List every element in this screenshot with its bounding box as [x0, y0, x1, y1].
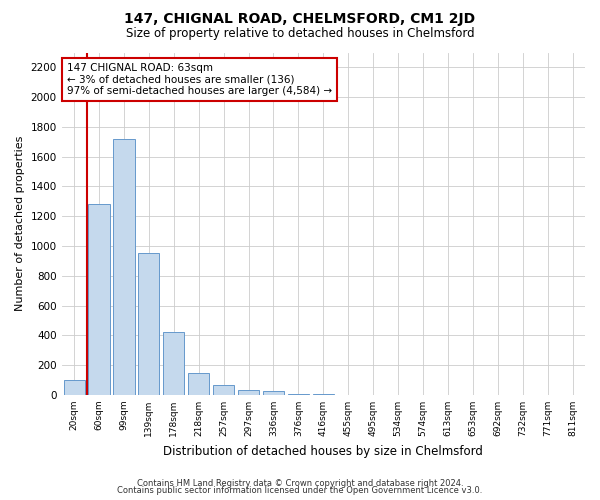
- Bar: [288, 394, 309, 395]
- Text: Size of property relative to detached houses in Chelmsford: Size of property relative to detached ho…: [125, 28, 475, 40]
- Bar: [238, 390, 259, 395]
- Bar: [213, 386, 234, 395]
- Bar: [64, 380, 85, 395]
- Text: 147, CHIGNAL ROAD, CHELMSFORD, CM1 2JD: 147, CHIGNAL ROAD, CHELMSFORD, CM1 2JD: [124, 12, 476, 26]
- X-axis label: Distribution of detached houses by size in Chelmsford: Distribution of detached houses by size …: [163, 444, 483, 458]
- Bar: [263, 391, 284, 395]
- Bar: [313, 394, 334, 395]
- Bar: [88, 204, 110, 395]
- Y-axis label: Number of detached properties: Number of detached properties: [15, 136, 25, 312]
- Text: 147 CHIGNAL ROAD: 63sqm
← 3% of detached houses are smaller (136)
97% of semi-de: 147 CHIGNAL ROAD: 63sqm ← 3% of detached…: [67, 63, 332, 96]
- Bar: [188, 372, 209, 395]
- Bar: [163, 332, 184, 395]
- Bar: [138, 254, 160, 395]
- Text: Contains HM Land Registry data © Crown copyright and database right 2024.: Contains HM Land Registry data © Crown c…: [137, 478, 463, 488]
- Text: Contains public sector information licensed under the Open Government Licence v3: Contains public sector information licen…: [118, 486, 482, 495]
- Bar: [113, 139, 134, 395]
